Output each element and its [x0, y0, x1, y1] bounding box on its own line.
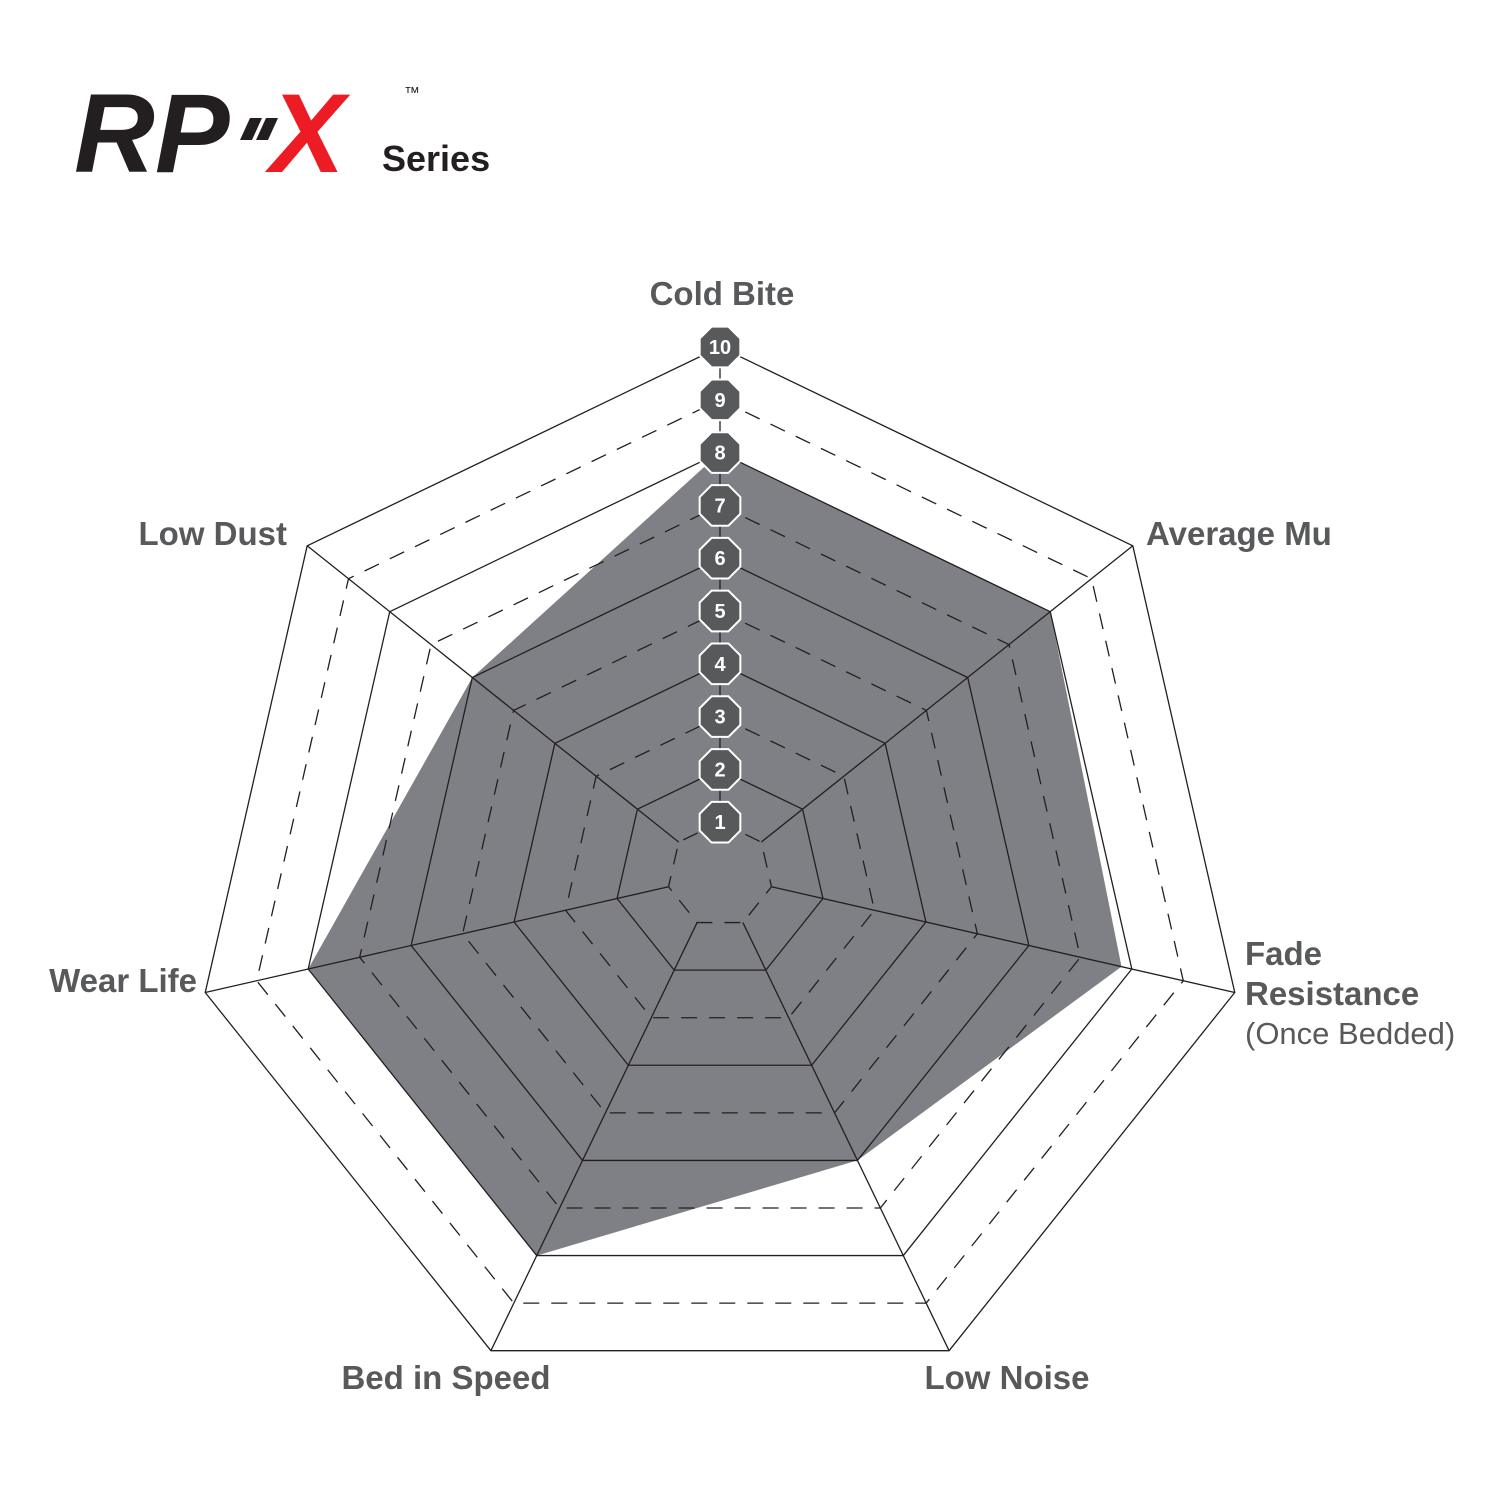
spoke [205, 886, 669, 994]
tick-label: 7 [714, 495, 725, 517]
tick-badge [698, 325, 742, 369]
logo-accent: X [264, 71, 351, 196]
tick-label: 1 [714, 812, 725, 834]
tick-badge [698, 695, 742, 738]
grid-ring [256, 399, 1184, 1304]
tick-label: 5 [714, 601, 725, 623]
spoke [490, 922, 698, 1351]
category-label-line: Fade [1245, 935, 1331, 972]
category-label: Low Dust [139, 515, 287, 552]
tick-badge [698, 536, 742, 580]
logo-stripe [240, 118, 262, 140]
category-label-line: Resistance [1245, 975, 1419, 1012]
spoke [771, 886, 1235, 994]
grid-ring [204, 346, 1236, 1352]
annotation: (Once Bedded) [1245, 1016, 1455, 1051]
tick-badge [698, 431, 742, 474]
logo-suffix: Series [382, 138, 490, 179]
logo-main: RP [74, 71, 230, 196]
category-label: Wear Life [49, 962, 197, 999]
spoke [742, 922, 950, 1351]
grid-ring [616, 768, 824, 971]
grid-ring [667, 821, 773, 924]
grid-ring [564, 715, 876, 1019]
grid-ring [410, 557, 1030, 1162]
tick-badge [698, 589, 742, 633]
tick-label: 8 [714, 443, 725, 465]
category-label: Fade Resistance [1245, 935, 1419, 1012]
tick-label: 2 [714, 759, 725, 781]
tick-badge [698, 378, 742, 422]
tick-badge [698, 748, 742, 791]
grid-ring [358, 504, 1082, 1209]
tick-badge [698, 800, 742, 844]
logo: RP X ™ Series [74, 71, 490, 196]
category-label: Bed in Speed [341, 1359, 550, 1396]
logo-trademark: ™ [404, 85, 420, 102]
tick-label: 6 [714, 548, 725, 570]
logo-stripe [256, 118, 278, 140]
tick-label: 10 [709, 337, 731, 359]
category-label: Cold Bite [650, 275, 795, 312]
spoke [760, 545, 1134, 843]
tick-label: 3 [714, 707, 725, 729]
spoke [306, 545, 680, 843]
category-label: Low Noise [924, 1359, 1089, 1396]
tick-label: 4 [714, 654, 726, 676]
grid-ring [461, 610, 979, 1114]
tick-badge [698, 642, 742, 686]
grid-ring [307, 451, 1133, 1257]
tick-badge [698, 484, 742, 527]
tick-label: 9 [714, 390, 725, 412]
category-label: Average Mu [1146, 515, 1332, 552]
grid-ring [513, 663, 927, 1066]
